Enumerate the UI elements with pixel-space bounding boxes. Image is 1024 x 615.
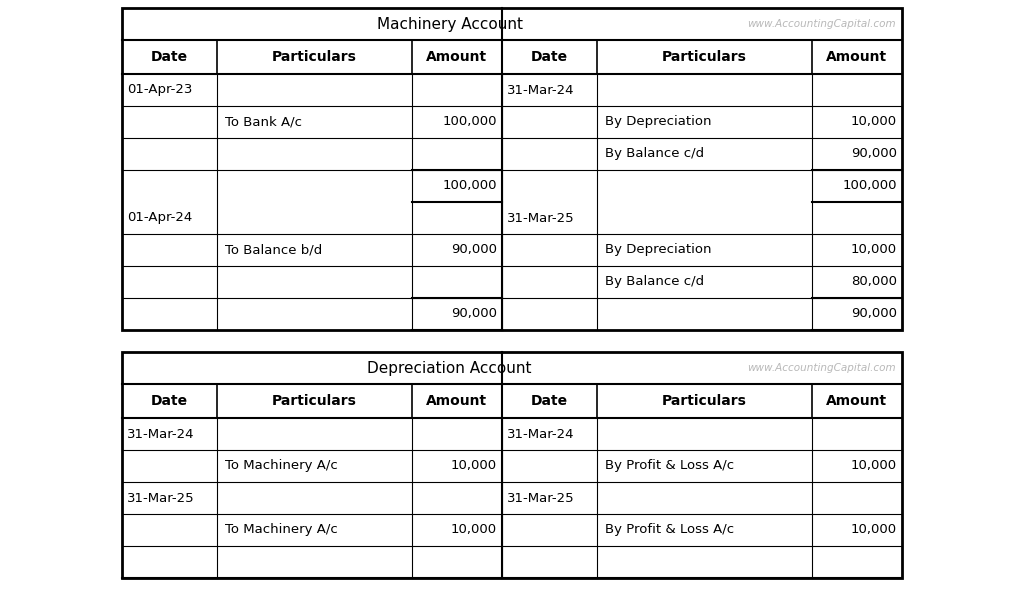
Text: By Depreciation: By Depreciation <box>605 244 712 256</box>
Text: By Balance c/d: By Balance c/d <box>605 148 705 161</box>
Text: By Balance c/d: By Balance c/d <box>605 276 705 288</box>
Text: 90,000: 90,000 <box>451 308 497 320</box>
Bar <box>122 384 902 418</box>
Bar <box>122 8 902 40</box>
Text: Amount: Amount <box>826 50 888 64</box>
Text: 90,000: 90,000 <box>851 148 897 161</box>
Text: 80,000: 80,000 <box>851 276 897 288</box>
Text: To Machinery A/c: To Machinery A/c <box>225 459 338 472</box>
Text: 31-Mar-24: 31-Mar-24 <box>507 427 574 440</box>
Text: Amount: Amount <box>826 394 888 408</box>
Text: Date: Date <box>151 50 188 64</box>
Text: 31-Mar-25: 31-Mar-25 <box>127 491 195 504</box>
Text: 10,000: 10,000 <box>451 459 497 472</box>
Text: 31-Mar-25: 31-Mar-25 <box>507 491 574 504</box>
Text: 90,000: 90,000 <box>451 244 497 256</box>
Text: Depreciation Account: Depreciation Account <box>368 360 531 376</box>
Text: 31-Mar-24: 31-Mar-24 <box>127 427 195 440</box>
Text: 90,000: 90,000 <box>851 308 897 320</box>
Bar <box>122 8 902 330</box>
Text: 01-Apr-24: 01-Apr-24 <box>127 212 193 224</box>
Text: www.AccountingCapital.com: www.AccountingCapital.com <box>748 19 896 29</box>
Bar <box>122 352 902 578</box>
Text: 10,000: 10,000 <box>851 459 897 472</box>
Text: Date: Date <box>151 394 188 408</box>
Text: 100,000: 100,000 <box>442 116 497 129</box>
Text: Machinery Account: Machinery Account <box>377 17 522 31</box>
Text: 10,000: 10,000 <box>851 523 897 536</box>
Text: Particulars: Particulars <box>272 50 357 64</box>
Text: Date: Date <box>530 394 568 408</box>
Text: 10,000: 10,000 <box>851 244 897 256</box>
Text: By Depreciation: By Depreciation <box>605 116 712 129</box>
Text: By Profit & Loss A/c: By Profit & Loss A/c <box>605 459 734 472</box>
Text: Amount: Amount <box>426 50 487 64</box>
Text: 31-Mar-25: 31-Mar-25 <box>507 212 574 224</box>
Text: 100,000: 100,000 <box>442 180 497 192</box>
Text: To Bank A/c: To Bank A/c <box>225 116 302 129</box>
Text: Particulars: Particulars <box>272 394 357 408</box>
Text: Particulars: Particulars <box>663 50 746 64</box>
Text: Date: Date <box>530 50 568 64</box>
Text: 31-Mar-24: 31-Mar-24 <box>507 84 574 97</box>
Text: Particulars: Particulars <box>663 394 746 408</box>
Text: To Balance b/d: To Balance b/d <box>225 244 323 256</box>
Bar <box>122 352 902 384</box>
Text: 10,000: 10,000 <box>451 523 497 536</box>
Bar <box>122 40 902 74</box>
Text: Amount: Amount <box>426 394 487 408</box>
Text: By Profit & Loss A/c: By Profit & Loss A/c <box>605 523 734 536</box>
Text: www.AccountingCapital.com: www.AccountingCapital.com <box>748 363 896 373</box>
Text: 100,000: 100,000 <box>843 180 897 192</box>
Text: To Machinery A/c: To Machinery A/c <box>225 523 338 536</box>
Text: 01-Apr-23: 01-Apr-23 <box>127 84 193 97</box>
Text: 10,000: 10,000 <box>851 116 897 129</box>
